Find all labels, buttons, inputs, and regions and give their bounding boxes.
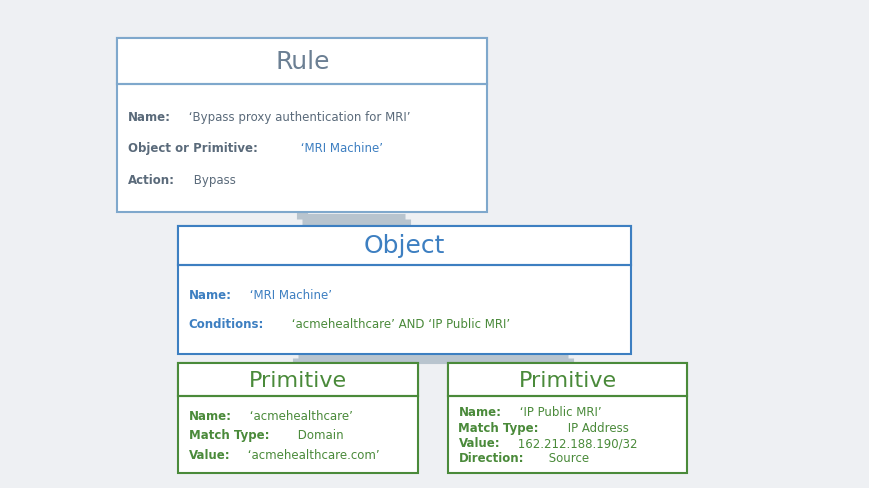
- FancyBboxPatch shape: [448, 364, 687, 396]
- Text: ‘MRI Machine’: ‘MRI Machine’: [297, 142, 382, 155]
- Text: Object or Primitive:: Object or Primitive:: [128, 142, 257, 155]
- FancyBboxPatch shape: [178, 364, 417, 473]
- Text: ‘acmehealthcare.com’: ‘acmehealthcare.com’: [244, 447, 380, 461]
- Text: Direction:: Direction:: [458, 451, 523, 465]
- Text: Primitive: Primitive: [249, 370, 347, 390]
- Text: Object: Object: [363, 234, 445, 258]
- Text: Domain: Domain: [294, 428, 343, 442]
- Text: Primitive: Primitive: [518, 370, 616, 390]
- Text: Source: Source: [544, 451, 588, 465]
- Text: ‘Bypass proxy authentication for MRI’: ‘Bypass proxy authentication for MRI’: [185, 110, 410, 123]
- FancyBboxPatch shape: [448, 364, 687, 473]
- Text: Value:: Value:: [458, 436, 500, 449]
- FancyBboxPatch shape: [178, 227, 630, 354]
- Text: Value:: Value:: [189, 447, 230, 461]
- Text: ‘MRI Machine’: ‘MRI Machine’: [246, 288, 332, 301]
- FancyBboxPatch shape: [178, 227, 630, 265]
- Text: Match Type:: Match Type:: [458, 421, 539, 434]
- Text: Conditions:: Conditions:: [189, 318, 264, 331]
- FancyBboxPatch shape: [178, 364, 417, 396]
- Text: IP Address: IP Address: [563, 421, 628, 434]
- Text: Name:: Name:: [189, 409, 231, 422]
- Text: Rule: Rule: [275, 50, 329, 74]
- Text: Name:: Name:: [458, 406, 501, 418]
- Text: 162.212.188.190/32: 162.212.188.190/32: [514, 436, 637, 449]
- Text: Action:: Action:: [128, 174, 175, 187]
- Text: Name:: Name:: [128, 110, 170, 123]
- FancyBboxPatch shape: [117, 39, 487, 85]
- Text: Match Type:: Match Type:: [189, 428, 269, 442]
- Text: ‘acmehealthcare’: ‘acmehealthcare’: [246, 409, 353, 422]
- Text: Name:: Name:: [189, 288, 231, 301]
- FancyBboxPatch shape: [117, 39, 487, 212]
- Text: Bypass: Bypass: [190, 174, 235, 187]
- Text: ‘IP Public MRI’: ‘IP Public MRI’: [515, 406, 600, 418]
- Text: ‘acmehealthcare’ AND ‘IP Public MRI’: ‘acmehealthcare’ AND ‘IP Public MRI’: [288, 318, 509, 331]
